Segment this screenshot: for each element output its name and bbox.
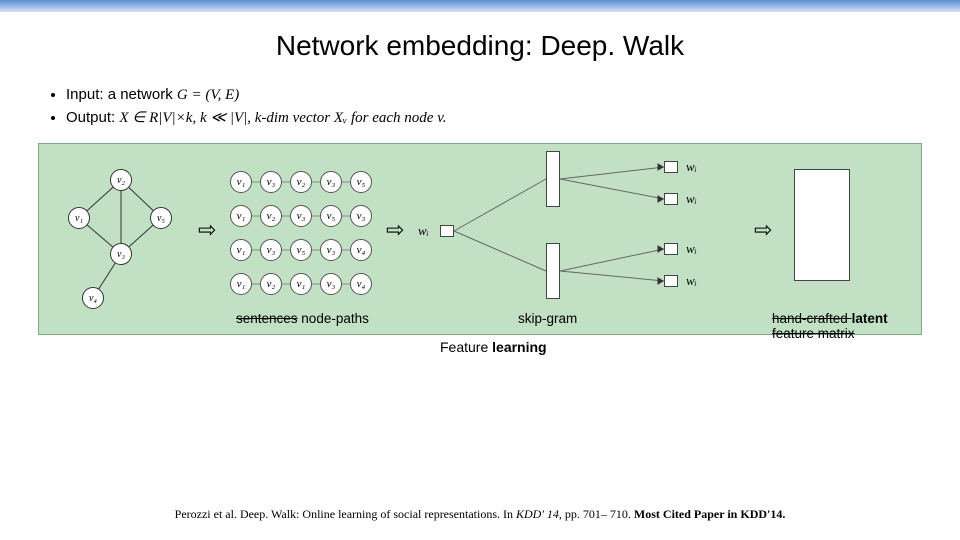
path-node: v₃ (320, 171, 342, 193)
skipgram-input-rect (440, 225, 454, 237)
path-node: v₃ (320, 239, 342, 261)
graph-node: v₅ (150, 207, 172, 229)
bullet-input: Input: a network G = (V, E) (66, 86, 960, 104)
diagram-area: v₂ v₁ v₅ v₃ v₄ v₁ v₃ v₂ v₃ v₅ v₁ v₂ v₃ v₅ v₃ v₁ v₃ v₅ v₃ v… (38, 143, 922, 363)
skipgram-output-rect (664, 275, 678, 287)
path-node: v₄ (350, 273, 372, 295)
caption-latent-pre: hand-crafted (772, 311, 852, 326)
path-node: v₅ (350, 171, 372, 193)
bullet-output-prefix: Output: (66, 109, 119, 126)
bullet-input-prefix: Input: a network (66, 86, 177, 103)
path-node: v₃ (320, 273, 342, 295)
path-node: v₃ (350, 205, 372, 227)
caption-latent: hand-crafted latent feature matrix (772, 311, 922, 341)
path-node: v₃ (260, 239, 282, 261)
citation: Perozzi et al. Deep. Walk: Online learni… (0, 507, 960, 522)
top-gradient-bar (0, 0, 960, 12)
caption-latent-post: feature matrix (772, 326, 855, 341)
skipgram-hidden-bot (546, 243, 560, 299)
arrow-icon: ⇨ (754, 217, 772, 243)
path-node: v₃ (260, 171, 282, 193)
latent-matrix (794, 169, 850, 281)
skipgram-input-label: wᵢ (418, 223, 429, 239)
path-node: v₁ (230, 273, 252, 295)
skipgram-hidden-top (546, 151, 560, 207)
path-node: v₁ (230, 239, 252, 261)
feature-learning-label: Feature learning (440, 339, 547, 355)
path-node: v₁ (230, 205, 252, 227)
caption-skipgram: skip-gram (518, 311, 577, 326)
caption-paths-strike: sentences (236, 311, 298, 326)
caption-paths: sentences node-paths (236, 311, 369, 326)
path-node: v₅ (290, 239, 312, 261)
path-node: v₁ (230, 171, 252, 193)
path-node: v₄ (350, 239, 372, 261)
path-node: v₂ (260, 273, 282, 295)
page-title: Network embedding: Deep. Walk (0, 30, 960, 62)
citation-ital: KDD' 14 (516, 507, 559, 521)
skipgram-output-label: wᵢ (686, 273, 697, 289)
graph-node: v₁ (68, 207, 90, 229)
skipgram-output-label: wᵢ (686, 191, 697, 207)
skipgram-output-label: wᵢ (686, 159, 697, 175)
citation-bold: Most Cited Paper in KDD'14. (634, 507, 785, 521)
path-node: v₂ (260, 205, 282, 227)
bullet-output-math: X ∈ R|V|×k, k ≪ |V|, k-dim vector Xᵥ for… (119, 110, 446, 126)
skipgram-output-rect (664, 161, 678, 173)
path-node: v₂ (290, 171, 312, 193)
caption-latent-bold: latent (852, 311, 888, 326)
bullet-input-math: G = (V, E) (177, 87, 239, 103)
bullet-list: Input: a network G = (V, E) Output: X ∈ … (48, 86, 960, 127)
graph-node: v₃ (110, 243, 132, 265)
caption-paths-plain: node-paths (298, 311, 369, 326)
path-node: v₁ (290, 273, 312, 295)
skipgram-output-label: wᵢ (686, 241, 697, 257)
citation-mid: , pp. 701– 710. (559, 507, 634, 521)
skipgram-output-rect (664, 243, 678, 255)
arrow-icon: ⇨ (198, 217, 216, 243)
green-box (38, 143, 922, 335)
graph-node: v₄ (82, 287, 104, 309)
path-node: v₃ (290, 205, 312, 227)
feature-label-pre: Feature (440, 339, 492, 355)
graph-node: v₂ (110, 169, 132, 191)
bullet-output: Output: X ∈ R|V|×k, k ≪ |V|, k-dim vecto… (66, 108, 960, 127)
path-node: v₅ (320, 205, 342, 227)
citation-pre: Perozzi et al. Deep. Walk: Online learni… (175, 507, 516, 521)
arrow-icon: ⇨ (386, 217, 404, 243)
feature-label-bold: learning (492, 339, 546, 355)
skipgram-output-rect (664, 193, 678, 205)
